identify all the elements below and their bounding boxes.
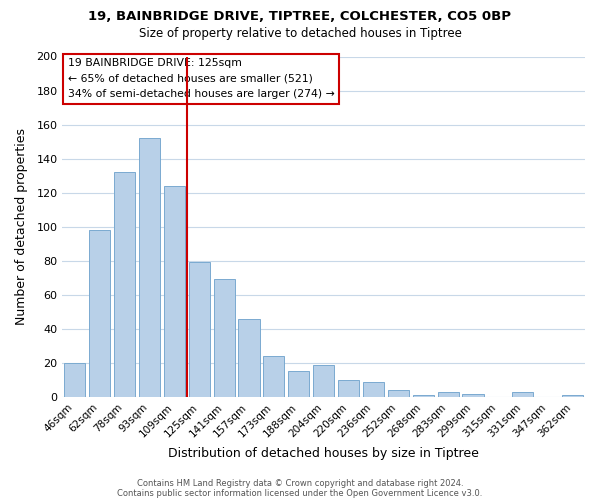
Text: 19 BAINBRIDGE DRIVE: 125sqm
← 65% of detached houses are smaller (521)
34% of se: 19 BAINBRIDGE DRIVE: 125sqm ← 65% of det…: [68, 58, 334, 100]
Bar: [263, 356, 284, 397]
Bar: [363, 382, 384, 397]
Bar: [562, 395, 583, 397]
Bar: [214, 280, 235, 397]
Bar: [338, 380, 359, 397]
Bar: [437, 392, 458, 397]
X-axis label: Distribution of detached houses by size in Tiptree: Distribution of detached houses by size …: [168, 447, 479, 460]
Text: Contains public sector information licensed under the Open Government Licence v3: Contains public sector information licen…: [118, 488, 482, 498]
Bar: [164, 186, 185, 397]
Bar: [463, 394, 484, 397]
Bar: [388, 390, 409, 397]
Bar: [238, 318, 260, 397]
Bar: [512, 392, 533, 397]
Bar: [64, 363, 85, 397]
Bar: [288, 372, 310, 397]
Bar: [313, 364, 334, 397]
Bar: [89, 230, 110, 397]
Text: Contains HM Land Registry data © Crown copyright and database right 2024.: Contains HM Land Registry data © Crown c…: [137, 478, 463, 488]
Text: Size of property relative to detached houses in Tiptree: Size of property relative to detached ho…: [139, 28, 461, 40]
Text: 19, BAINBRIDGE DRIVE, TIPTREE, COLCHESTER, CO5 0BP: 19, BAINBRIDGE DRIVE, TIPTREE, COLCHESTE…: [89, 10, 511, 23]
Bar: [114, 172, 135, 397]
Bar: [413, 395, 434, 397]
Bar: [188, 262, 210, 397]
Bar: [139, 138, 160, 397]
Y-axis label: Number of detached properties: Number of detached properties: [15, 128, 28, 325]
